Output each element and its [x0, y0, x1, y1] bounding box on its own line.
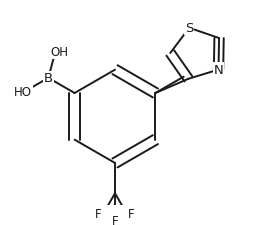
Text: F: F	[128, 207, 135, 220]
Text: F: F	[95, 207, 102, 220]
Text: N: N	[214, 64, 223, 77]
Text: OH: OH	[51, 46, 69, 59]
Text: B: B	[44, 72, 53, 85]
Text: F: F	[112, 214, 118, 225]
Text: S: S	[185, 22, 194, 35]
Text: HO: HO	[14, 86, 32, 99]
